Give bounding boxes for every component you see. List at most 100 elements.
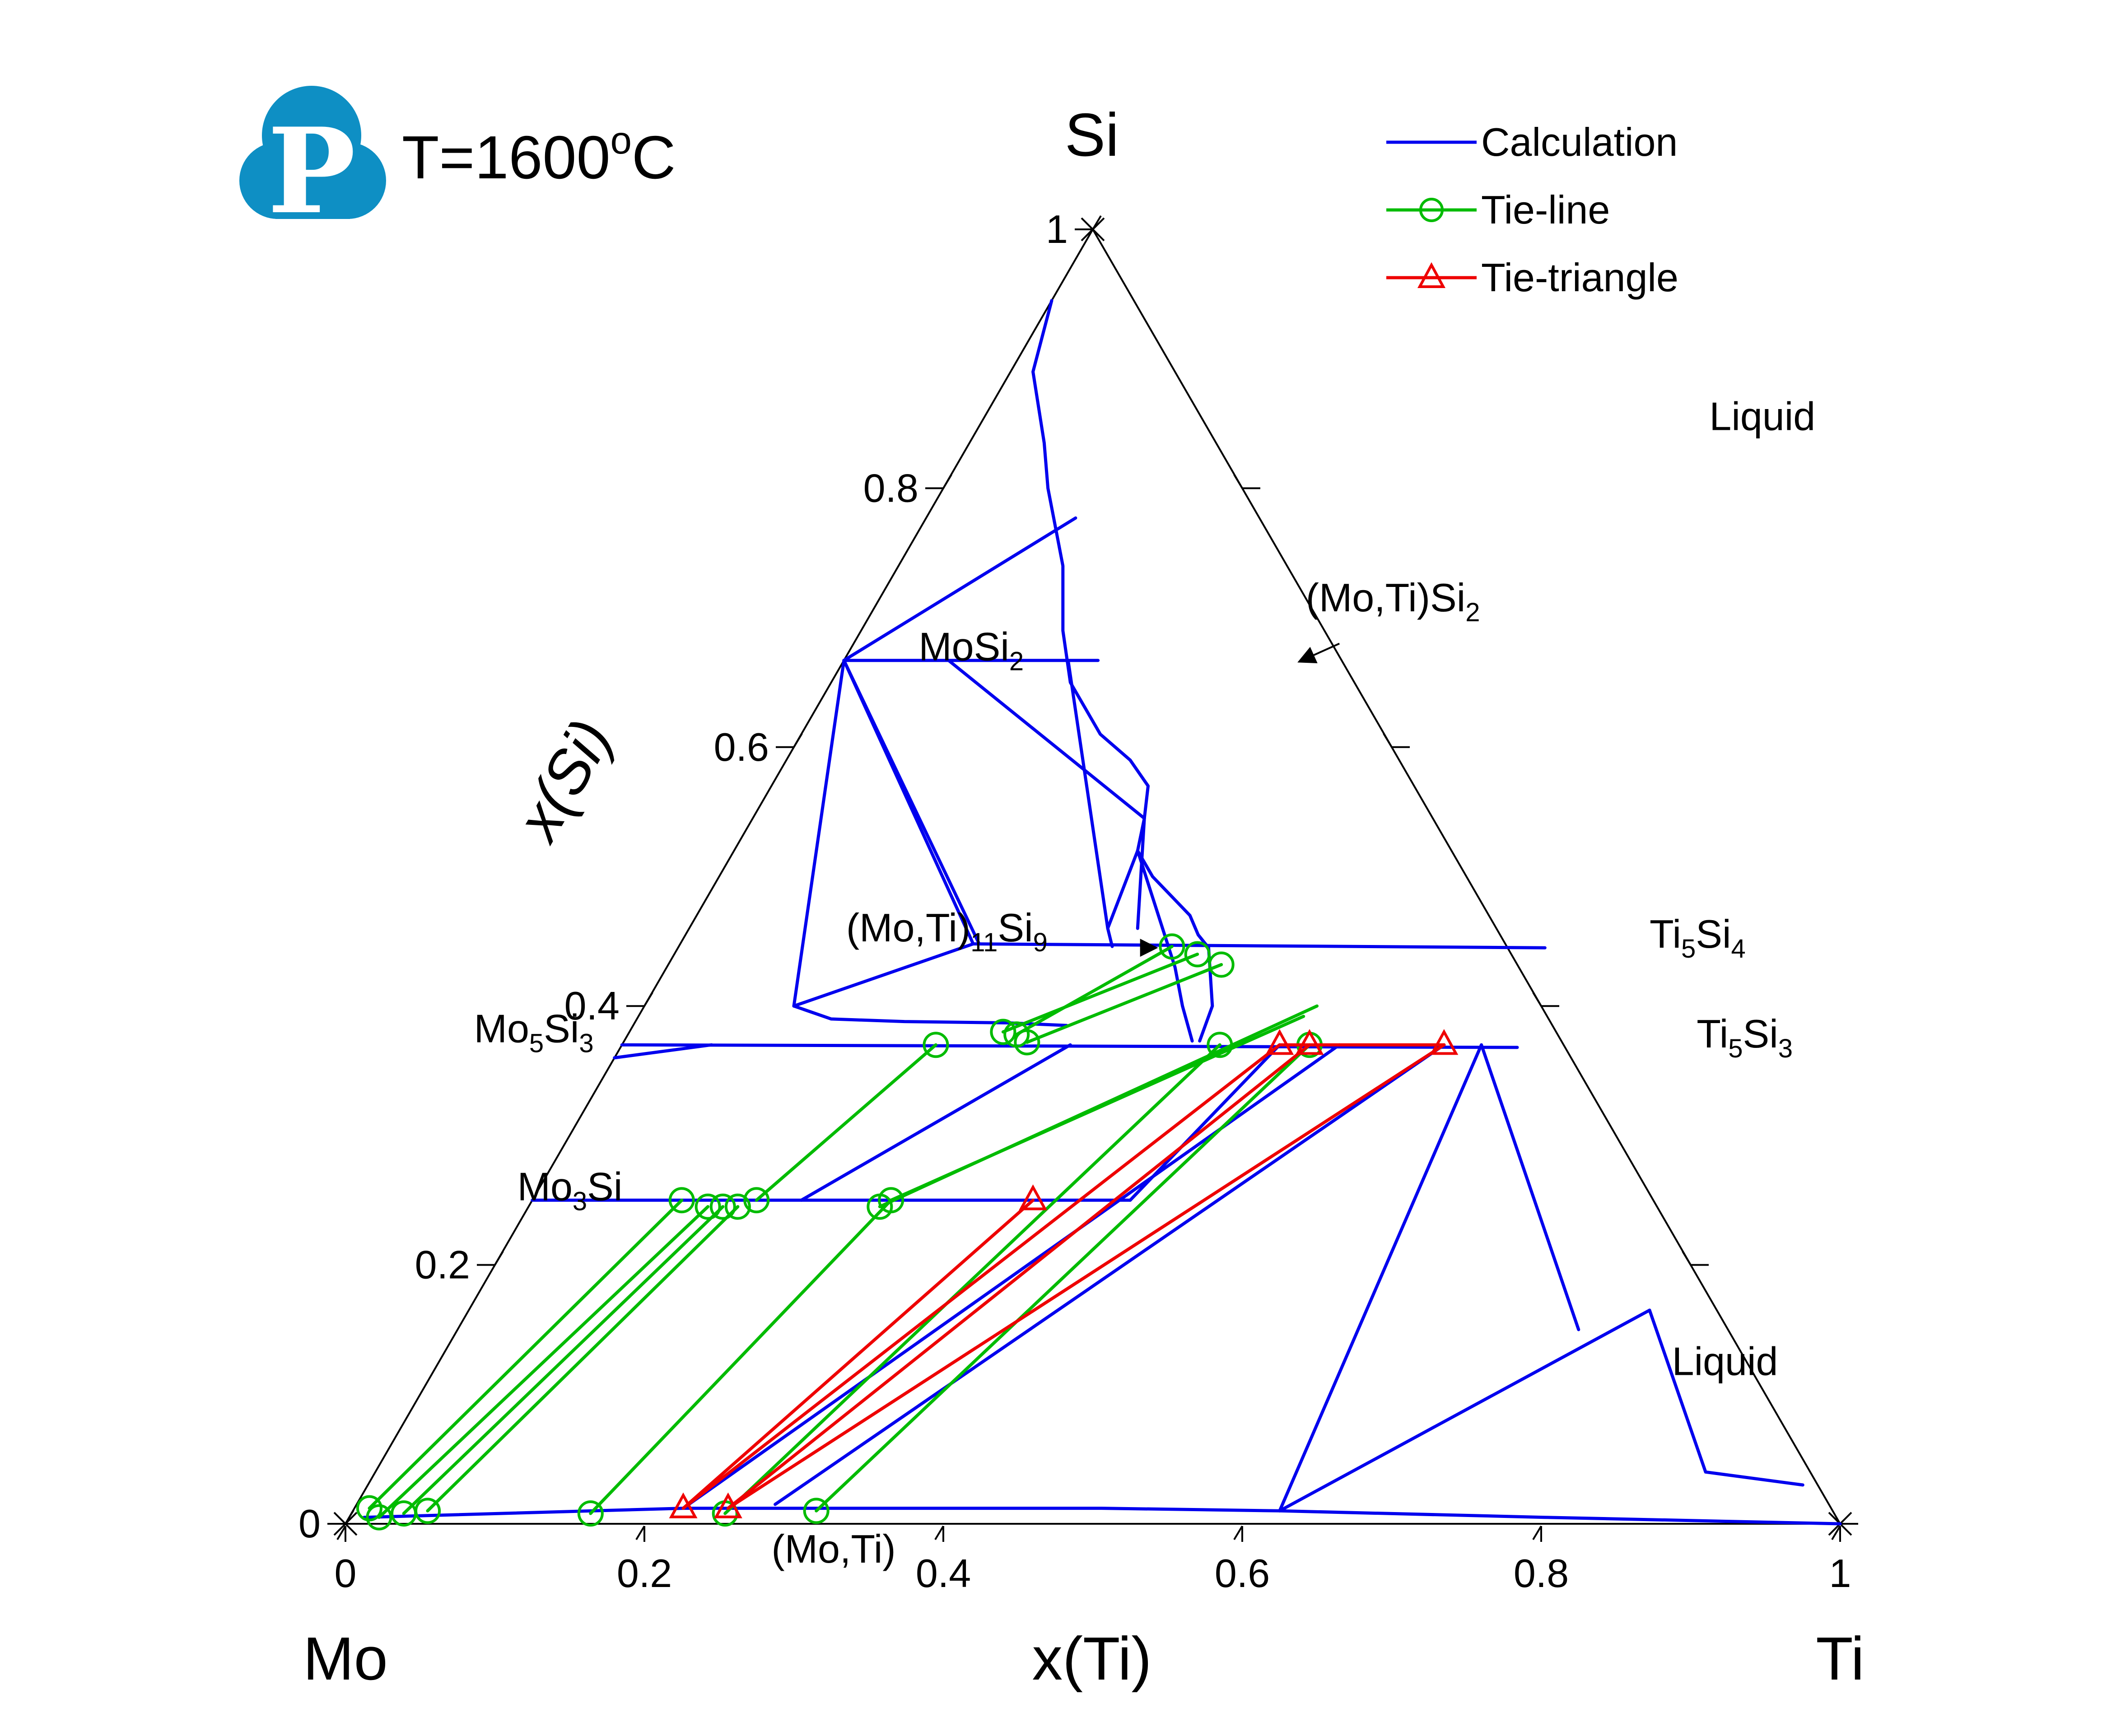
x-tick-mark-diag — [934, 1525, 944, 1541]
x-tick-mark-diag — [336, 1525, 346, 1541]
calc-line — [947, 659, 1146, 820]
tie-triangle-marker — [1295, 1029, 1324, 1055]
tieline-line — [1025, 963, 1223, 1044]
x-tick-mark-diag — [1233, 1525, 1243, 1541]
tieline-line — [1015, 945, 1174, 1036]
tie-line-marker — [695, 1193, 721, 1220]
label-arrow — [1297, 642, 1340, 664]
y-tick-label: 0.8 — [863, 465, 918, 510]
legend-label: Tie-triangle — [1481, 255, 1678, 300]
tie-triangle-series — [669, 1029, 1459, 1518]
tie-triangle-marker — [1430, 1029, 1459, 1055]
calc-line — [1278, 1043, 1483, 1513]
y-tick-label: 0.2 — [415, 1243, 470, 1287]
phase-label: (Mo,Ti)Si2 — [1306, 575, 1480, 627]
x-tick-label: 1 — [1829, 1551, 1851, 1596]
x-tick-mark-diag — [1532, 1525, 1542, 1541]
legend-marker-triangle — [1417, 262, 1446, 288]
right-tick-mark-diag — [1682, 1251, 1692, 1266]
phase-label: Mo5Si3 — [474, 1006, 594, 1058]
calc-line — [1648, 1308, 1804, 1487]
tie-triangle-marker — [1265, 1029, 1294, 1055]
x-tick-mark-diag — [635, 1525, 645, 1541]
legend-label: Tie-line — [1481, 187, 1610, 232]
right-tick-mark-diag — [1532, 992, 1542, 1007]
y-tick-mark-diag — [942, 474, 952, 489]
y-axis-label: x(Si) — [502, 708, 625, 853]
y-tick-label: 0 — [298, 1501, 321, 1546]
x-tick-label: 0 — [335, 1551, 357, 1596]
x-tick-mark-diag — [1831, 1525, 1841, 1541]
tie-line-marker — [803, 1498, 830, 1524]
tieline-line — [589, 1198, 893, 1515]
phase-label: (Mo,Ti) — [771, 1527, 895, 1571]
tie-line-marker — [867, 1193, 893, 1220]
x-tick-label: 0.6 — [1215, 1551, 1270, 1596]
calc-line — [1136, 849, 1194, 1043]
tie-line-marker — [415, 1498, 441, 1524]
right-tick-mark-diag — [1233, 474, 1243, 489]
calc-line — [1066, 659, 1109, 930]
y-tick-label: 1 — [1046, 207, 1068, 251]
tie-line-marker — [724, 1193, 751, 1220]
tieline-line — [378, 1205, 710, 1519]
y-tick-label: 0.4 — [564, 983, 620, 1028]
tie-line-marker — [1014, 1029, 1040, 1056]
logo-icon: P — [239, 86, 386, 240]
tietri-line — [726, 1043, 1311, 1510]
tie-line-marker — [1159, 933, 1185, 960]
legend-label: Calculation — [1481, 120, 1678, 164]
corner-label-top: Si — [1065, 101, 1119, 169]
calc-line — [842, 516, 1077, 662]
tie-line-marker — [366, 1504, 392, 1531]
annotations: Liquid Liquid MoSi2 Mo5Si3 Mo3Si Ti5Si4 Ti5Si3… — [474, 394, 1816, 1571]
phase-label: (Mo,Ti)11Si9 — [846, 905, 1048, 957]
tie-triangle-marker — [669, 1492, 698, 1518]
tie-line-marker — [743, 1187, 770, 1214]
tieline-line — [723, 1043, 1221, 1515]
tietri-line — [726, 1043, 1446, 1510]
calc-line — [1480, 1043, 1580, 1331]
phase-label: Liquid — [1672, 1339, 1778, 1383]
calc-line — [1278, 1308, 1651, 1513]
calc-line — [792, 659, 846, 1008]
calc-line — [774, 1043, 1446, 1506]
phase-label: MoSi2 — [918, 624, 1024, 676]
calc-line — [1106, 849, 1139, 948]
x-tick-label: 0.8 — [1514, 1551, 1569, 1596]
tietri-line — [681, 1043, 1282, 1510]
y-tick-mark-diag — [793, 733, 803, 748]
x-tick-label: 0.2 — [617, 1551, 672, 1596]
logo-blob-base — [275, 163, 350, 219]
legend: Calculation Tie-line Tie-triangle — [1386, 120, 1678, 300]
tie-line-marker — [990, 1019, 1016, 1045]
calc-line — [971, 942, 1547, 949]
title-degree: o — [611, 119, 632, 162]
y-tick-mark-diag — [494, 1251, 504, 1266]
corner-cross — [333, 1512, 358, 1536]
legend-marker-circle — [1419, 198, 1444, 222]
tie-line-marker — [923, 1032, 949, 1058]
tieline-line — [815, 1043, 1311, 1513]
tietri-line — [681, 1198, 1035, 1510]
y-tick-mark-diag — [643, 992, 653, 1007]
tie-line-marker — [709, 1193, 736, 1220]
phase-label: Liquid — [1709, 394, 1815, 438]
tick-marks: 00 0.2 0.2 0.4 0.4 0.6 0.6 0.8 0.8 1 1 — [298, 207, 1852, 1596]
tie-line-marker — [1208, 951, 1235, 978]
logo-letter: P — [267, 102, 356, 240]
calc-line — [1136, 817, 1146, 930]
calc-line — [362, 1507, 1842, 1526]
corner-label-left: Mo — [303, 1624, 388, 1693]
tie-line-marker — [577, 1500, 604, 1527]
temperature-title: T=1600oC — [402, 119, 676, 191]
calc-line — [792, 942, 975, 1008]
calc-line — [1031, 299, 1210, 949]
tie-line-marker — [1184, 941, 1211, 968]
corner-label-right: Ti — [1816, 1624, 1864, 1693]
phase-label: Ti5Si4 — [1650, 912, 1746, 963]
calc-line — [613, 1043, 713, 1060]
tie-line-series — [356, 933, 1323, 1531]
calc-line — [681, 1043, 1341, 1510]
